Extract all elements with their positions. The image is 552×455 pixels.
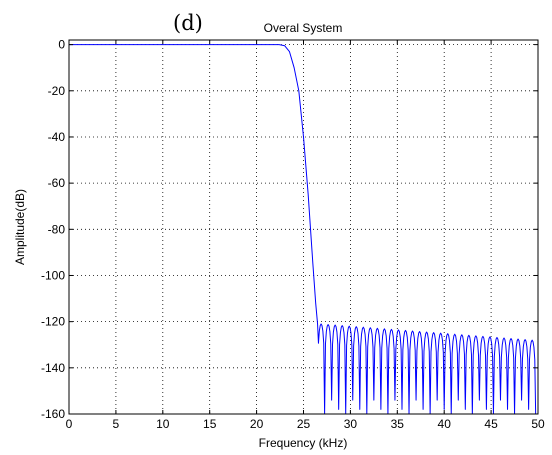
y-tick-label: -60: [48, 176, 66, 190]
y-tick-labels: 0 -20 -40 -60 -80 -100 -120 -140 -160: [41, 38, 65, 421]
x-tick-label: 0: [66, 417, 73, 431]
ticks: [68, 40, 539, 415]
y-tick-label: -80: [48, 222, 66, 236]
y-axis-label: Amplitude(dB): [13, 189, 27, 265]
grid: [68, 40, 539, 415]
series-line: [69, 44, 537, 415]
y-tick-label: -140: [41, 361, 65, 375]
x-tick-label: 10: [156, 417, 170, 431]
panel-label: (d): [173, 11, 203, 35]
y-tick-label: -20: [48, 84, 66, 98]
y-tick-label: -160: [41, 407, 65, 421]
x-tick-label: 5: [113, 417, 120, 431]
x-tick-label: 30: [344, 417, 358, 431]
y-tick-label: -100: [41, 268, 65, 282]
x-tick-label: 40: [438, 417, 452, 431]
x-tick-label: 50: [531, 417, 545, 431]
series-group: [69, 44, 537, 415]
x-tick-labels: 0 5 10 15 20 25 30 35 40 45 50: [66, 417, 545, 431]
x-tick-label: 35: [391, 417, 405, 431]
chart-title: Overal System: [264, 21, 343, 35]
y-tick-label: 0: [58, 38, 65, 52]
x-tick-label: 25: [297, 417, 311, 431]
x-tick-label: 45: [484, 417, 498, 431]
x-axis-label: Frequency (kHz): [259, 436, 348, 450]
y-tick-label: -120: [41, 315, 65, 329]
x-tick-label: 15: [203, 417, 217, 431]
x-tick-label: 20: [250, 417, 264, 431]
y-tick-label: -40: [48, 130, 66, 144]
